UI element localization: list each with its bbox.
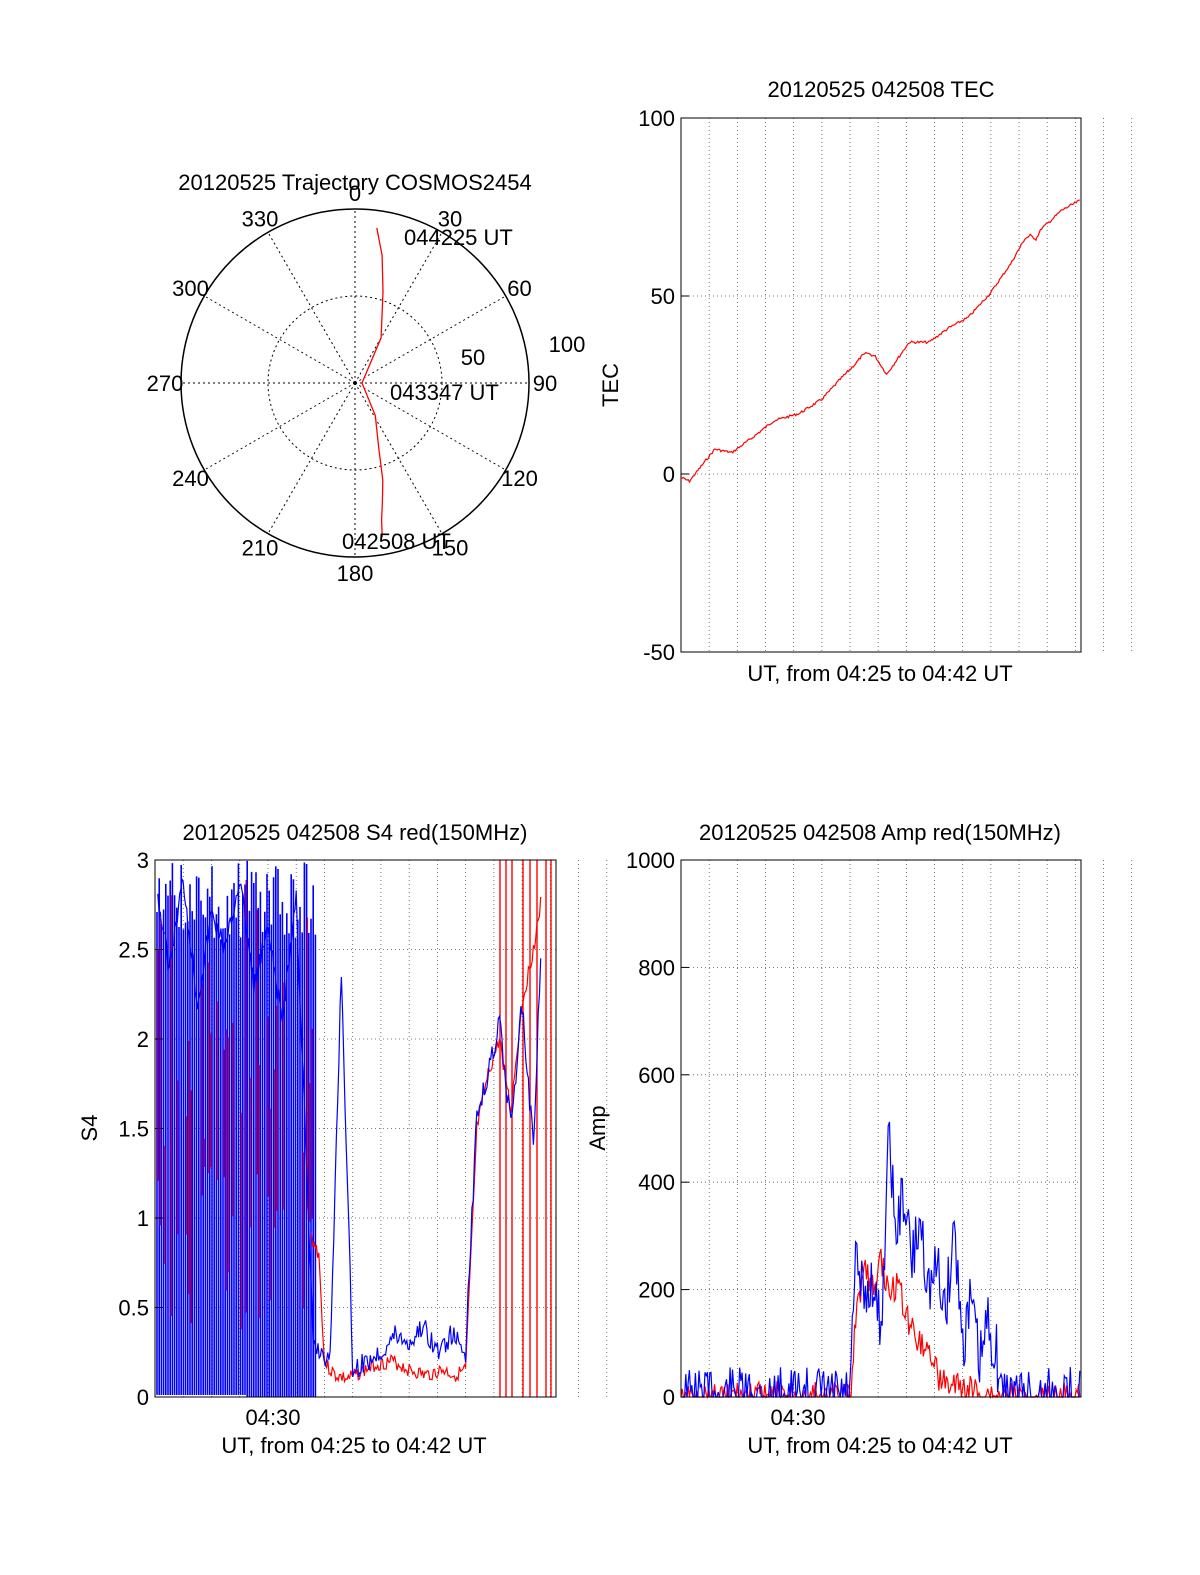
amp-x-tick-label: 04:30 [770,1405,825,1430]
polar-radial-tick-100: 100 [549,332,586,357]
amp-title: 20120525 042508 Amp red(150MHz) [699,820,1061,845]
y-tick-label: 0.5 [118,1296,149,1321]
s4-x-axis-label: UT, from 04:25 to 04:42 UT [221,1433,486,1458]
polar-grid [180,208,530,558]
polar-angle-tick: 60 [507,276,531,301]
polar-angle-tick: 210 [242,536,279,561]
polar-spoke [354,382,506,471]
tec-y-axis-label: TEC [598,363,623,407]
y-tick-label: 800 [638,955,675,980]
y-tick-label: 0 [663,1385,675,1410]
polar-spoke [204,382,356,471]
amp-y-axis-label: Amp [585,1105,610,1150]
polar-angle-tick: 240 [172,466,209,491]
y-tick-label: 1.5 [118,1117,149,1142]
y-tick-label: 2.5 [118,938,149,963]
s4-dense-oscillation [156,860,552,1397]
polar-angle-tick: 330 [242,206,279,231]
y-tick-label: 50 [651,284,675,309]
panel-s4: 20120525 042508 S4 red(150MHz) 0 0.5 1 1.5 2… [77,820,608,1458]
amp-plot-frame [680,859,1082,1398]
polar-spoke [354,232,443,384]
y-tick-label: 2 [137,1027,149,1052]
polar-outer-ring [180,208,530,558]
amp-y-tick-labels: 0 200 400 600 800 1000 [626,848,689,1410]
polar-spoke [354,382,443,534]
y-tick-label: 400 [638,1170,675,1195]
tec-series [680,199,1080,484]
polar-angle-tick: 270 [147,371,184,396]
tec-x-axis-label: UT, from 04:25 to 04:42 UT [747,661,1012,686]
amp-x-axis-label: UT, from 04:25 to 04:42 UT [747,1433,1012,1458]
polar-spoke [204,295,356,384]
polar-angle-labels: 0 30 60 90 120 150 180 210 240 270 300 330 [147,181,558,586]
polar-angle-tick: 180 [337,561,374,586]
polar-angle-tick: 0 [349,181,361,206]
polar-radial-tick-50: 50 [461,345,485,370]
amp-grid [681,860,1133,1397]
polar-angle-tick: 300 [172,276,209,301]
tec-title: 20120525 042508 TEC [767,77,994,102]
s4-red-line [309,896,542,1384]
polar-spoke [267,382,356,534]
polar-angle-tick: 120 [501,466,538,491]
panel-amp: 20120525 042508 Amp red(150MHz) 0 200 400 6… [585,820,1133,1458]
polar-angle-tick: 150 [432,536,469,561]
y-tick-label: 100 [638,106,675,131]
polar-angle-tick: 30 [438,206,462,231]
trajectory-label-end: 044225 UT [404,225,513,250]
panel-trajectory: 20120525 Trajectory COSMOS2454 0 30 60 90 12… [147,170,586,586]
polar-angle-tick: 90 [533,371,557,396]
y-tick-label: 3 [137,848,149,873]
tec-y-tick-labels: -50 0 50 100 [638,106,689,665]
tec-plot-frame [680,117,1082,653]
s4-blue-line [157,878,542,1378]
y-tick-label: -50 [643,640,675,665]
trajectory-series [361,227,384,538]
tec-grid [681,118,1133,652]
trajectory-title: 20120525 Trajectory COSMOS2454 [178,170,531,195]
s4-title: 20120525 042508 S4 red(150MHz) [183,820,528,845]
y-tick-label: 200 [638,1278,675,1303]
s4-y-tick-labels: 0 0.5 1 1.5 2 2.5 3 [118,848,163,1410]
polar-spoke [267,232,356,384]
y-tick-label: 0 [137,1385,149,1410]
polar-spoke [354,295,506,384]
y-tick-label: 0 [663,462,675,487]
trajectory-label-mid: 043347 UT [390,380,499,405]
y-tick-label: 1000 [626,848,675,873]
y-tick-label: 1 [137,1206,149,1231]
s4-series [157,878,542,1384]
amp-series [680,1121,1081,1400]
amp-blue-line [681,1121,1081,1398]
s4-y-axis-label: S4 [77,1115,102,1142]
panel-tec: 20120525 042508 TEC -50 0 50 100 TEC UT, fr… [598,77,1133,686]
y-tick-label: 600 [638,1063,675,1088]
s4-x-tick-label: 04:30 [245,1405,300,1430]
tec-line [680,199,1080,484]
trajectory-label-start: 042508 UT [342,529,451,554]
